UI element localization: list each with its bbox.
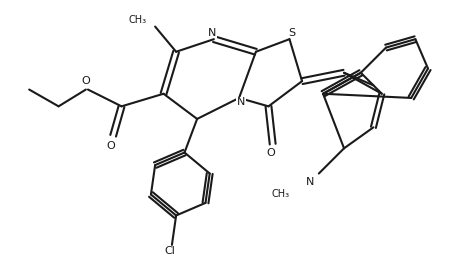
Text: N: N — [237, 97, 246, 107]
Text: S: S — [288, 28, 295, 38]
Text: O: O — [106, 141, 116, 151]
Text: Cl: Cl — [164, 246, 175, 256]
Text: N: N — [306, 177, 315, 187]
Text: O: O — [82, 76, 90, 86]
Text: O: O — [266, 148, 275, 158]
Text: N: N — [207, 28, 216, 38]
Text: CH₃: CH₃ — [129, 15, 147, 25]
Text: CH₃: CH₃ — [271, 189, 289, 199]
